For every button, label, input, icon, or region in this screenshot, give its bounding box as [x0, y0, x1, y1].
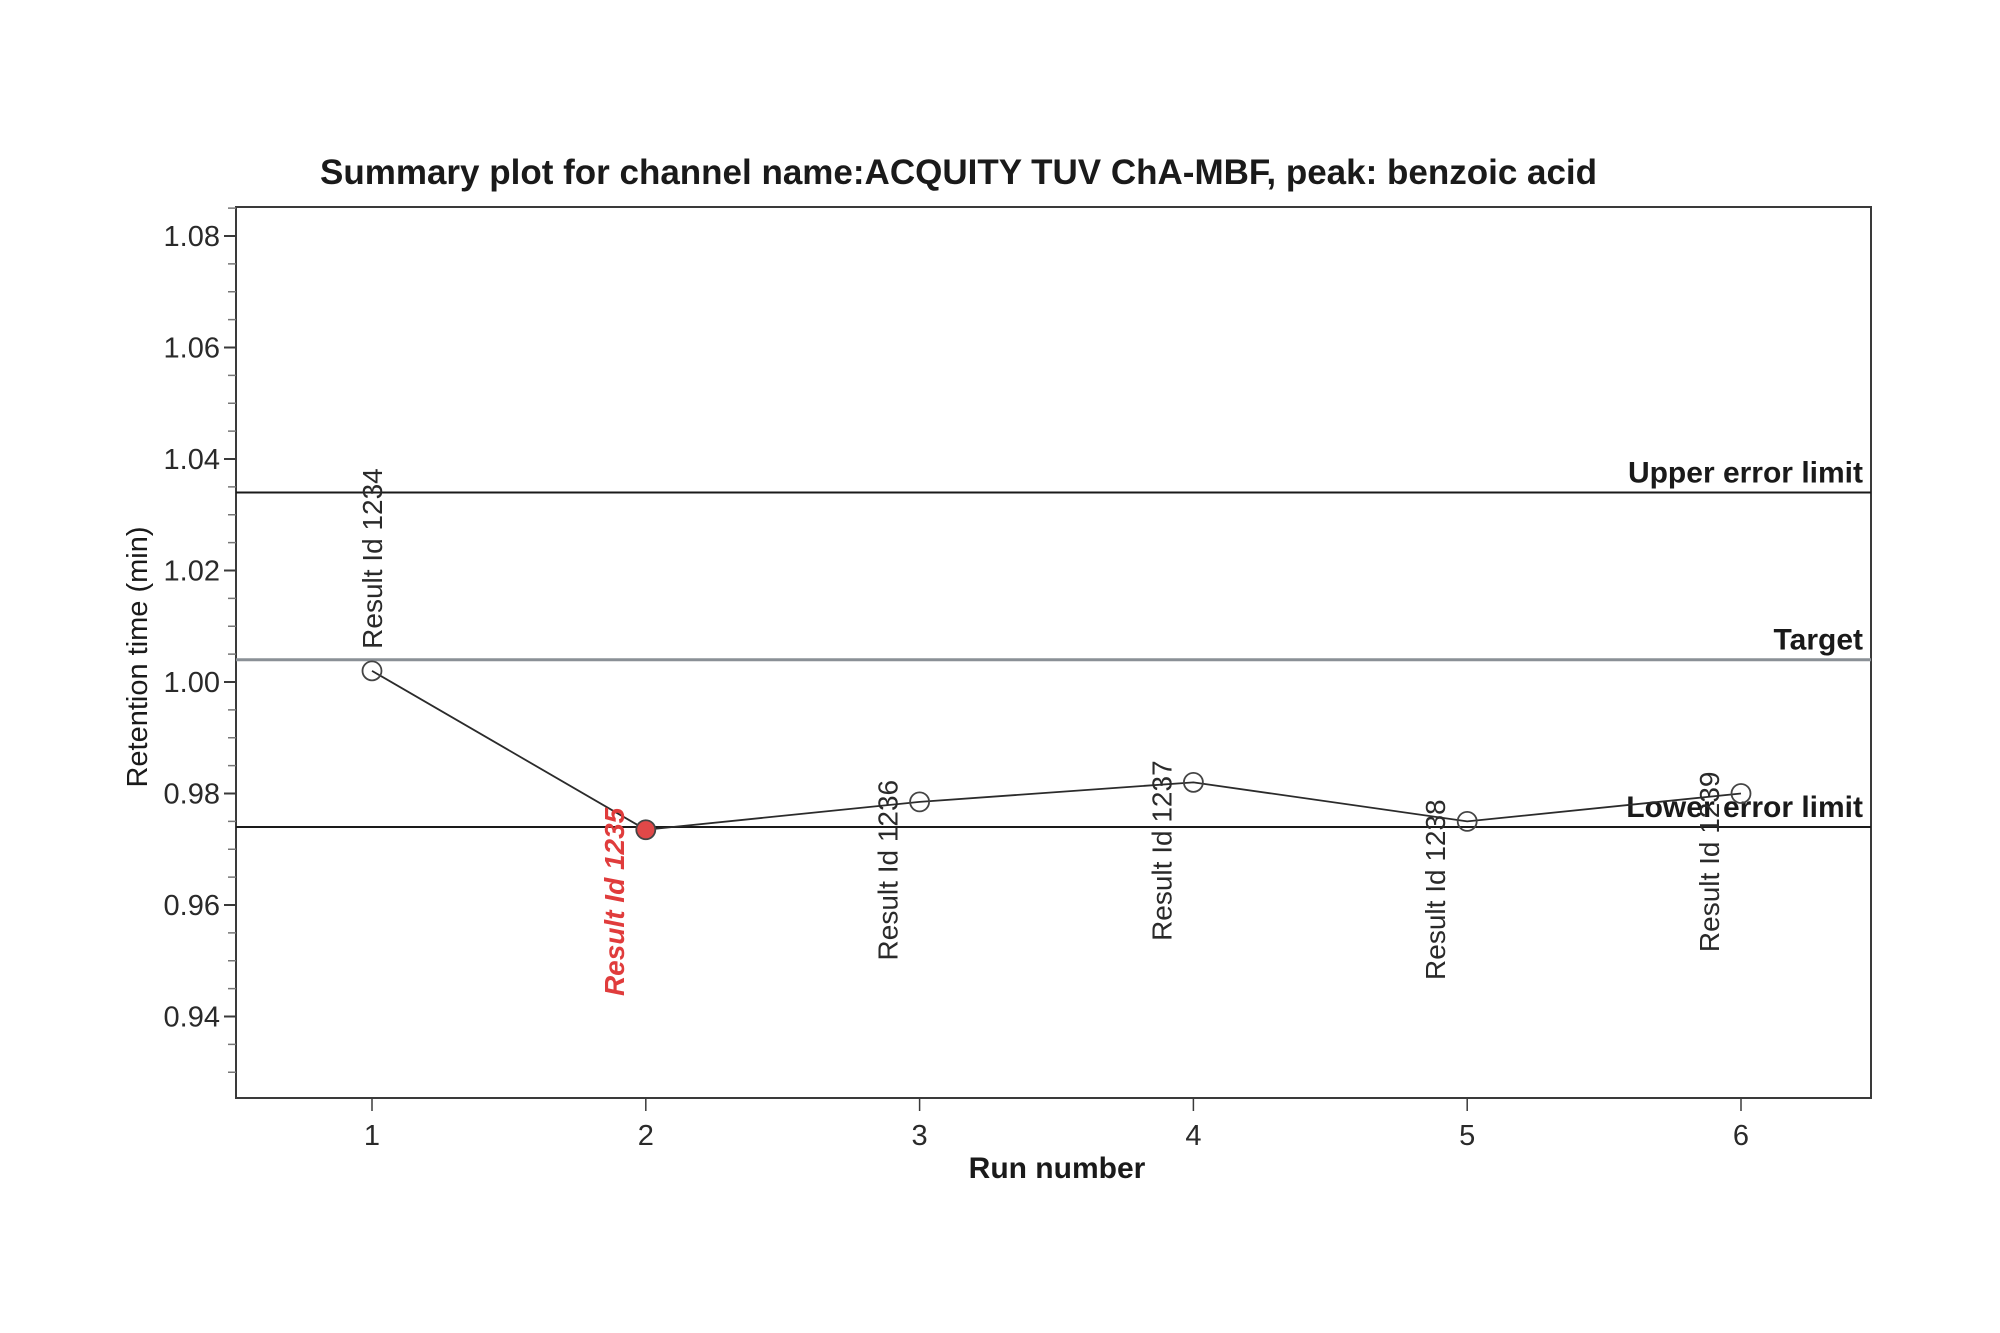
y-tick-label: 1.02	[164, 556, 220, 588]
data-series: Result Id 1234 Result Id 1235 Result Id 12…	[357, 468, 1752, 996]
y-tick-label: 1.04	[164, 444, 220, 476]
series-line	[371, 670, 1742, 831]
point-label: Result Id 1236	[873, 780, 904, 961]
reference-label: Upper error limit	[1628, 456, 1863, 489]
point-label: Result Id 1238	[1420, 799, 1451, 980]
point-label: Result Id 1234	[357, 468, 388, 649]
plot-area	[235, 206, 1872, 1099]
x-axis-title: Run number	[969, 1152, 1146, 1185]
point-label: Result Id 1235	[599, 807, 630, 996]
reference-label: Target	[1774, 624, 1863, 657]
y-axis: 1.08 1.06 1.04 1.02 1.00 0.98 0.96 0.94	[164, 207, 236, 1073]
x-tick-label: 4	[1185, 1120, 1201, 1152]
x-tick-label: 5	[1459, 1120, 1475, 1152]
data-point[interactable]	[1456, 810, 1478, 832]
point-label: Result Id 1237	[1146, 760, 1177, 941]
y-tick-label: 0.94	[164, 1002, 220, 1034]
y-tick-label: 1.06	[164, 333, 220, 365]
data-point[interactable]	[1183, 771, 1204, 793]
data-point[interactable]	[1730, 783, 1752, 804]
y-tick-label: 0.98	[164, 779, 220, 811]
flagged-data-point[interactable]	[635, 819, 657, 841]
x-tick-label: 3	[912, 1120, 928, 1152]
x-axis: 1 2 3 4 5 6	[364, 1098, 1749, 1152]
x-tick-label: 2	[638, 1120, 654, 1152]
data-point[interactable]	[909, 791, 930, 813]
reference-label: Lower error limit	[1626, 791, 1863, 824]
data-point[interactable]	[361, 660, 383, 682]
y-axis-title: Retention time (min)	[122, 526, 154, 787]
reference-lines: Upper error limit Target Lower error limit	[236, 456, 1871, 828]
x-tick-label: 6	[1733, 1120, 1749, 1152]
x-tick-label: 1	[364, 1120, 380, 1152]
chart-title: Summary plot for channel name:ACQUITY TU…	[320, 153, 1597, 192]
y-tick-label: 1.08	[164, 221, 220, 253]
y-tick-label: 0.96	[164, 890, 220, 922]
point-label: Result Id 1239	[1694, 772, 1725, 953]
y-tick-label: 1.00	[164, 667, 220, 699]
